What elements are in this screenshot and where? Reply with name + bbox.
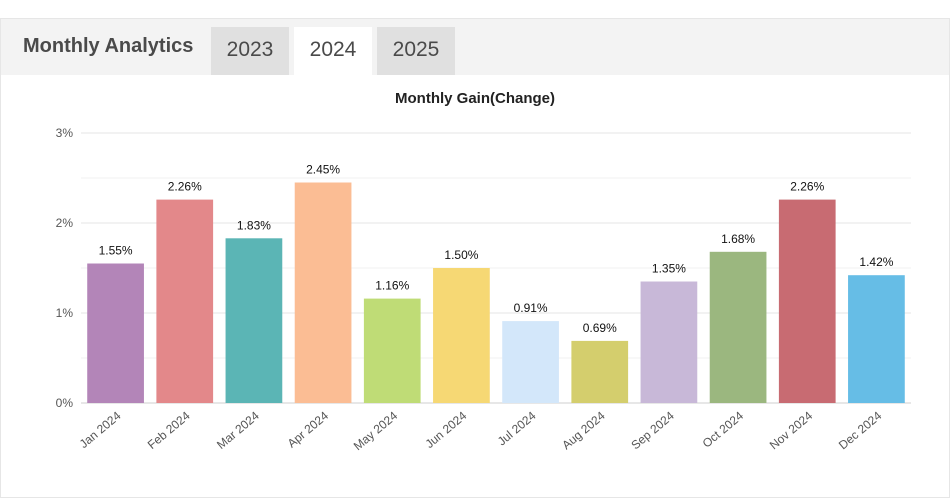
bar[interactable] — [709, 251, 767, 403]
x-tick-label: Sep 2024 — [628, 408, 677, 452]
bar[interactable] — [225, 238, 283, 403]
bar[interactable] — [87, 263, 144, 404]
data-label: 1.35% — [652, 262, 686, 276]
data-label: 1.68% — [721, 232, 755, 246]
data-label: 2.45% — [306, 163, 340, 177]
data-label: 2.26% — [790, 180, 824, 194]
bar[interactable] — [502, 321, 559, 403]
tab-2023[interactable]: 2023 — [211, 27, 289, 75]
page-title: Monthly Analytics — [23, 35, 194, 57]
x-tick-label: May 2024 — [351, 408, 401, 453]
data-label: 2.26% — [168, 180, 202, 194]
bar[interactable] — [294, 182, 352, 404]
bar[interactable] — [433, 268, 490, 403]
bar[interactable] — [640, 281, 698, 404]
x-tick-label: Mar 2024 — [214, 408, 262, 452]
x-tick-label: Apr 2024 — [285, 408, 332, 450]
bar[interactable] — [363, 298, 421, 403]
data-label: 1.50% — [444, 248, 478, 262]
data-label: 0.91% — [514, 301, 548, 315]
x-tick-label: Jan 2024 — [77, 408, 124, 451]
data-label: 1.55% — [99, 244, 133, 258]
bar[interactable] — [571, 340, 629, 403]
monthly-gain-chart: Monthly Gain(Change) 0% 1% 2% 3% 1.55% Jan 20… — [56, 90, 911, 453]
y-tick-label: 2% — [56, 216, 74, 230]
header-bar: Monthly Analytics 2023 2024 2025 — [1, 19, 949, 75]
tab-2025[interactable]: 2025 — [377, 27, 455, 75]
data-label: 1.42% — [859, 255, 893, 269]
x-tick-label: Dec 2024 — [836, 408, 885, 452]
bar[interactable] — [156, 199, 214, 403]
x-tick-label: Jun 2024 — [423, 408, 470, 451]
bar[interactable] — [848, 275, 905, 403]
x-tick-label: Jul 2024 — [495, 408, 539, 448]
data-label: 1.83% — [237, 218, 271, 232]
y-tick-label: 3% — [56, 126, 74, 140]
x-tick-label: Nov 2024 — [767, 408, 816, 452]
tab-2024[interactable]: 2024 — [294, 27, 372, 75]
data-label: 1.16% — [375, 279, 409, 293]
y-tick-label: 0% — [56, 396, 74, 410]
bar[interactable] — [778, 199, 836, 403]
x-tick-label: Feb 2024 — [145, 408, 193, 452]
chart-title: Monthly Gain(Change) — [395, 90, 555, 107]
y-tick-label: 1% — [56, 306, 74, 320]
analytics-widget: Monthly Analytics 2023 2024 2025 Monthly… — [0, 18, 950, 498]
x-tick-label: Oct 2024 — [700, 408, 747, 450]
x-tick-label: Aug 2024 — [559, 408, 608, 452]
data-label: 0.69% — [583, 321, 617, 335]
